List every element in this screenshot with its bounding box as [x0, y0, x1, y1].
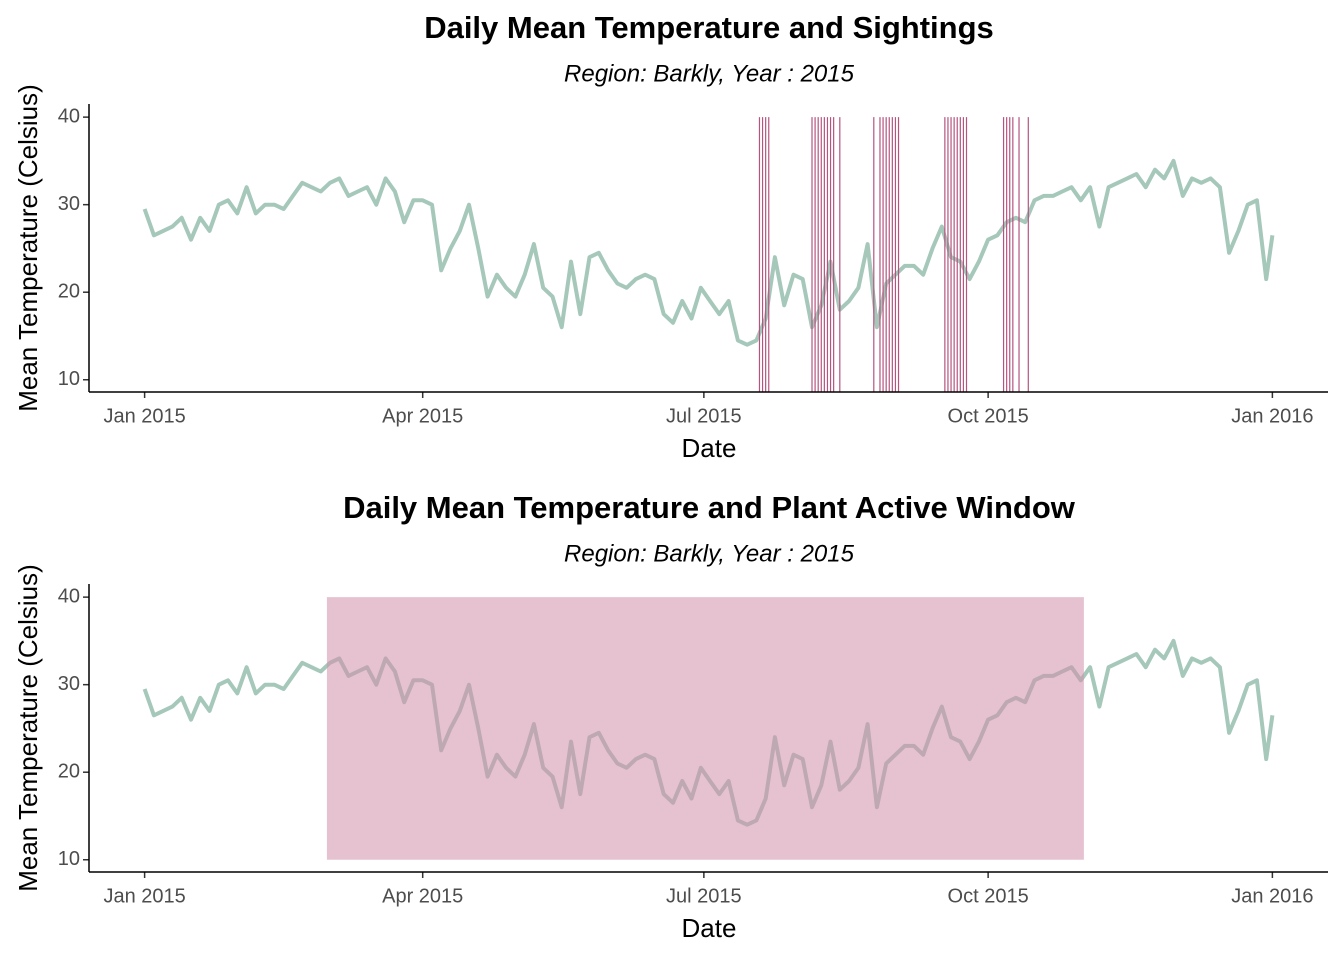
y-axis-title: Mean Temperature (Celsius) [13, 84, 43, 412]
x-axis-title: Date [682, 433, 737, 463]
y-tick-label: 20 [58, 760, 80, 782]
temperature-line [142, 158, 1275, 347]
y-tick-label: 30 [58, 193, 80, 215]
y-tick-label: 40 [58, 585, 80, 607]
x-tick-label: Jul 2015 [666, 405, 742, 427]
y-axis-title: Mean Temperature (Celsius) [13, 564, 43, 892]
x-tick-label: Jan 2016 [1231, 885, 1313, 907]
x-tick-label: Jan 2015 [103, 885, 185, 907]
x-tick-label: Apr 2015 [382, 885, 463, 907]
x-tick-label: Jan 2016 [1231, 405, 1313, 427]
chart-title: Daily Mean Temperature and Sightings [424, 10, 994, 45]
x-tick-label: Oct 2015 [948, 885, 1029, 907]
panel: Daily Mean Temperature and Sightings Regi… [13, 10, 1328, 463]
x-tick-label: Jul 2015 [666, 885, 742, 907]
x-tick-label: Jan 2015 [103, 405, 185, 427]
x-tick-label: Apr 2015 [382, 405, 463, 427]
x-axis-title: Date [682, 913, 737, 943]
y-tick-label: 40 [58, 105, 80, 127]
chart-title: Daily Mean Temperature and Plant Active … [343, 490, 1076, 525]
chart-subtitle: Region: Barkly, Year : 2015 [564, 540, 855, 567]
y-tick-label: 10 [58, 368, 80, 390]
y-tick-label: 10 [58, 848, 80, 870]
panel: Daily Mean Temperature and Plant Active … [13, 490, 1328, 943]
chart-subtitle: Region: Barkly, Year : 2015 [564, 60, 855, 87]
y-tick-label: 20 [58, 280, 80, 302]
active-window [326, 597, 1084, 860]
x-tick-label: Oct 2015 [948, 405, 1029, 427]
y-tick-label: 30 [58, 673, 80, 695]
